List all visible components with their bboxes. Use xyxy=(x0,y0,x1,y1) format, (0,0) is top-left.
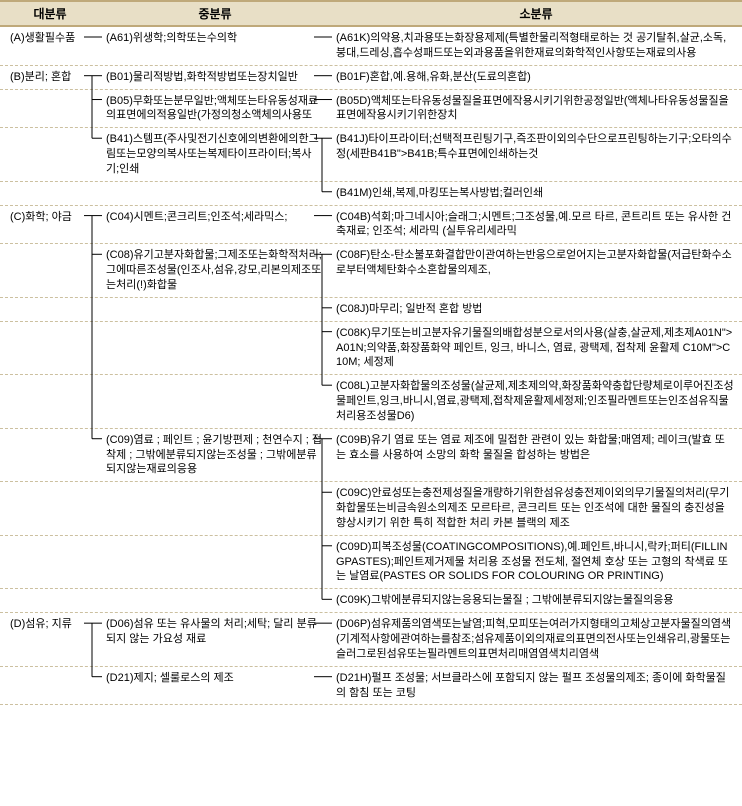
level3-cell: (B05D)액체또는타유동성물질을표면에작용시키기위한공정일반(액체나타유동성물… xyxy=(330,90,742,128)
header-col1: 대분류 xyxy=(0,2,100,25)
tree-row: (B41)스템프(주사및전기신호에의변환에의한그림또는모양의복사또는복제타이프라… xyxy=(0,128,742,182)
level1-cell xyxy=(0,589,100,597)
tree-row: (B)분리; 혼합(B01)물리적방법,화학적방법또는장치일반(B01F)혼합,… xyxy=(0,66,742,90)
tree-row: (A)생활필수품(A61)위생학;의학또는수의학(A61K)의약용,치과용또는화… xyxy=(0,27,742,66)
level2-cell xyxy=(100,322,330,330)
tree-row: (D21)제지; 셀룰로스의 제조(D21H)펄프 조성물; 서브클라스에 포함… xyxy=(0,667,742,706)
level3-cell: (C09D)피복조성물(COATINGCOMPOSITIONS),예.페인트,바… xyxy=(330,536,742,589)
level1-cell xyxy=(0,322,100,330)
level3-cell: (B41M)인쇄,복제,마킹또는복사방법;컬러인쇄 xyxy=(330,182,742,205)
level3-cell: (C08L)고분자화합물의조성물(살균제,제초제의약,화장품화약충합단량체로이루… xyxy=(330,375,742,428)
level2-cell xyxy=(100,589,330,597)
tree-row: (C09C)안료성또는충전제성질을개량하기위한섬유성충전제이외의무기물질의처리(… xyxy=(0,482,742,536)
level3-cell: (C09C)안료성또는충전제성질을개량하기위한섬유성충전제이외의무기물질의처리(… xyxy=(330,482,742,535)
level3-cell: (C08K)무기또는비고분자유기물질의배합성분으로서의사용(살충,살균제,제초제… xyxy=(330,322,742,375)
level3-cell: (C08J)마무리; 일반적 혼합 방법 xyxy=(330,298,742,321)
classification-tree: (A)생활필수품(A61)위생학;의학또는수의학(A61K)의약용,치과용또는화… xyxy=(0,27,742,705)
level3-cell: (B01F)혼합,예.용해,유화,분산(도료의혼합) xyxy=(330,66,742,89)
level1-cell xyxy=(0,182,100,190)
level2-cell: (C09)염료 ; 페인트 ; 윤기방편제 ; 천연수지 ; 접착제 ; 그밖에… xyxy=(100,429,330,482)
level1-cell xyxy=(0,429,100,437)
level1-cell xyxy=(0,667,100,675)
level2-cell xyxy=(100,536,330,544)
level2-cell xyxy=(100,482,330,490)
level3-cell: (D21H)펄프 조성물; 서브클라스에 포함되지 않는 펄프 조성물의제조; … xyxy=(330,667,742,705)
level3-cell: (C09K)그밖에분류되지않는응용되는물질 ; 그밖에분류되지않는물질의응용 xyxy=(330,589,742,612)
level1-cell: (B)분리; 혼합 xyxy=(0,66,100,89)
tree-row: (C)화학; 야금(C04)시멘트;콘크리트;인조석;세라믹스;(C04B)석회… xyxy=(0,206,742,245)
tree-row: (C08J)마무리; 일반적 혼합 방법 xyxy=(0,298,742,322)
level1-cell: (D)섬유; 지류 xyxy=(0,613,100,636)
level2-cell xyxy=(100,298,330,306)
level1-cell xyxy=(0,90,100,98)
tree-row: (D)섬유; 지류(D06)섬유 또는 유사물의 처리;세탁; 달리 분류되지 … xyxy=(0,613,742,667)
level2-cell xyxy=(100,182,330,190)
level2-cell: (C04)시멘트;콘크리트;인조석;세라믹스; xyxy=(100,206,330,229)
level1-cell: (C)화학; 야금 xyxy=(0,206,100,229)
tree-row: (C08L)고분자화합물의조성물(살균제,제초제의약,화장품화약충합단량체로이루… xyxy=(0,375,742,429)
level1-cell xyxy=(0,128,100,136)
tree-row: (C08)유기고분자화합물;그제조또는화학적처리;그에따른조성물(인조사,섬유,… xyxy=(0,244,742,298)
level2-cell: (B41)스템프(주사및전기신호에의변환에의한그림또는모양의복사또는복제타이프라… xyxy=(100,128,330,181)
tree-row: (C09D)피복조성물(COATINGCOMPOSITIONS),예.페인트,바… xyxy=(0,536,742,590)
level2-cell: (C08)유기고분자화합물;그제조또는화학적처리;그에따른조성물(인조사,섬유,… xyxy=(100,244,330,297)
level2-cell: (B05)무화또는분무일반;액체또는타유동성재료의표면에의적용일반(가정의청소액… xyxy=(100,90,330,128)
level3-cell: (C09B)유기 염료 또는 염료 제조에 밀접한 관련이 있는 화합물;매염제… xyxy=(330,429,742,467)
tree-row: (B05)무화또는분무일반;액체또는타유동성재료의표면에의적용일반(가정의청소액… xyxy=(0,90,742,129)
level3-cell: (C04B)석회;마그네시아;슬래그;시멘트;그조성물,예.모르 타르, 콘트리… xyxy=(330,206,742,244)
header-col2: 중분류 xyxy=(100,2,330,25)
level2-cell xyxy=(100,375,330,383)
header-col3: 소분류 xyxy=(330,2,742,25)
level1-cell xyxy=(0,375,100,383)
table-header: 대분류 중분류 소분류 xyxy=(0,0,742,27)
level2-cell: (B01)물리적방법,화학적방법또는장치일반 xyxy=(100,66,330,89)
tree-row: (B41M)인쇄,복제,마킹또는복사방법;컬러인쇄 xyxy=(0,182,742,206)
level3-cell: (D06P)섬유제품의염색또는날염;피혁,모피또는여러가지형태의고체상고분자물질… xyxy=(330,613,742,666)
level1-cell xyxy=(0,298,100,306)
level2-cell: (D21)제지; 셀룰로스의 제조 xyxy=(100,667,330,690)
level3-cell: (A61K)의약용,치과용또는화장용제제(특별한물리적형태로하는 것 공기탈취,… xyxy=(330,27,742,65)
level1-cell: (A)생활필수품 xyxy=(0,27,100,50)
level2-cell: (D06)섬유 또는 유사물의 처리;세탁; 달리 분류되지 않는 가요성 재료 xyxy=(100,613,330,651)
level1-cell xyxy=(0,482,100,490)
tree-row: (C09)염료 ; 페인트 ; 윤기방편제 ; 천연수지 ; 접착제 ; 그밖에… xyxy=(0,429,742,483)
level3-cell: (B41J)타이프라이터;선택적프린팅기구,즉조판이외의수단으로프린팅하는기구;… xyxy=(330,128,742,166)
level1-cell xyxy=(0,536,100,544)
level3-cell: (C08F)탄소-탄소불포화결합만이관여하는반응으로얻어지는고분자화합물(저급탄… xyxy=(330,244,742,282)
level2-cell: (A61)위생학;의학또는수의학 xyxy=(100,27,330,50)
level1-cell xyxy=(0,244,100,252)
tree-row: (C09K)그밖에분류되지않는응용되는물질 ; 그밖에분류되지않는물질의응용 xyxy=(0,589,742,613)
tree-row: (C08K)무기또는비고분자유기물질의배합성분으로서의사용(살충,살균제,제초제… xyxy=(0,322,742,376)
